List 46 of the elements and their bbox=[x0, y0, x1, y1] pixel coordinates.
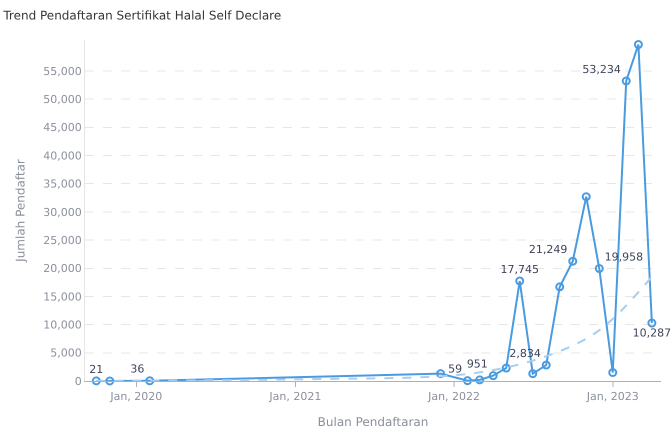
y-tick-label: 20,000 bbox=[43, 262, 82, 276]
point bbox=[594, 264, 604, 274]
x-tick-label: Jan, 2022 bbox=[427, 390, 480, 404]
y-tick-label: 10,000 bbox=[43, 318, 82, 332]
data-label: 951 bbox=[466, 358, 488, 371]
point bbox=[542, 360, 551, 370]
point bbox=[105, 376, 114, 386]
point bbox=[145, 376, 154, 386]
y-tick-label: 5,000 bbox=[50, 346, 82, 360]
data-label: 53,234 bbox=[582, 62, 621, 76]
point bbox=[608, 368, 618, 378]
data-label: 10,287 bbox=[632, 326, 671, 340]
point bbox=[528, 369, 538, 378]
point bbox=[582, 192, 591, 202]
y-tick-label: 40,000 bbox=[43, 149, 82, 162]
point bbox=[475, 375, 484, 384]
point bbox=[502, 364, 511, 373]
point bbox=[634, 40, 643, 50]
data-label: 21,249 bbox=[528, 243, 568, 256]
point bbox=[463, 376, 472, 386]
chart-title: Trend Pendaftaran Sertifikat Halal Self Declare bbox=[2, 8, 282, 22]
point bbox=[436, 369, 446, 378]
x-tick-label: Jan, 2021 bbox=[268, 390, 322, 404]
y-axis-title: Jumlah Pendaftar bbox=[14, 159, 28, 263]
y-tick-label: 0 bbox=[74, 374, 82, 388]
x-tick-label: Jan, 2023 bbox=[586, 390, 639, 404]
point bbox=[92, 376, 101, 386]
y-tick-label: 25,000 bbox=[43, 234, 82, 247]
y-tick-label: 50,000 bbox=[43, 93, 82, 106]
y-tick-label: 15,000 bbox=[43, 290, 82, 304]
x-tick-label: Jan, 2020 bbox=[109, 390, 162, 404]
y-tick-label: 30,000 bbox=[43, 206, 82, 219]
data-label: 21 bbox=[89, 362, 104, 376]
point bbox=[622, 76, 631, 86]
point bbox=[488, 371, 498, 380]
data-label: 36 bbox=[130, 362, 144, 376]
y-tick-label: 45,000 bbox=[43, 121, 82, 134]
y-tick-label: 35,000 bbox=[43, 178, 82, 191]
x-axis-title: Bulan Pendaftaran bbox=[318, 415, 428, 430]
data-label: 59 bbox=[448, 362, 462, 376]
point bbox=[515, 276, 524, 286]
point bbox=[568, 256, 578, 266]
point bbox=[647, 318, 656, 328]
point bbox=[555, 282, 564, 292]
data-label: 17,745 bbox=[500, 262, 539, 276]
y-tick-label: 55,000 bbox=[43, 64, 82, 78]
